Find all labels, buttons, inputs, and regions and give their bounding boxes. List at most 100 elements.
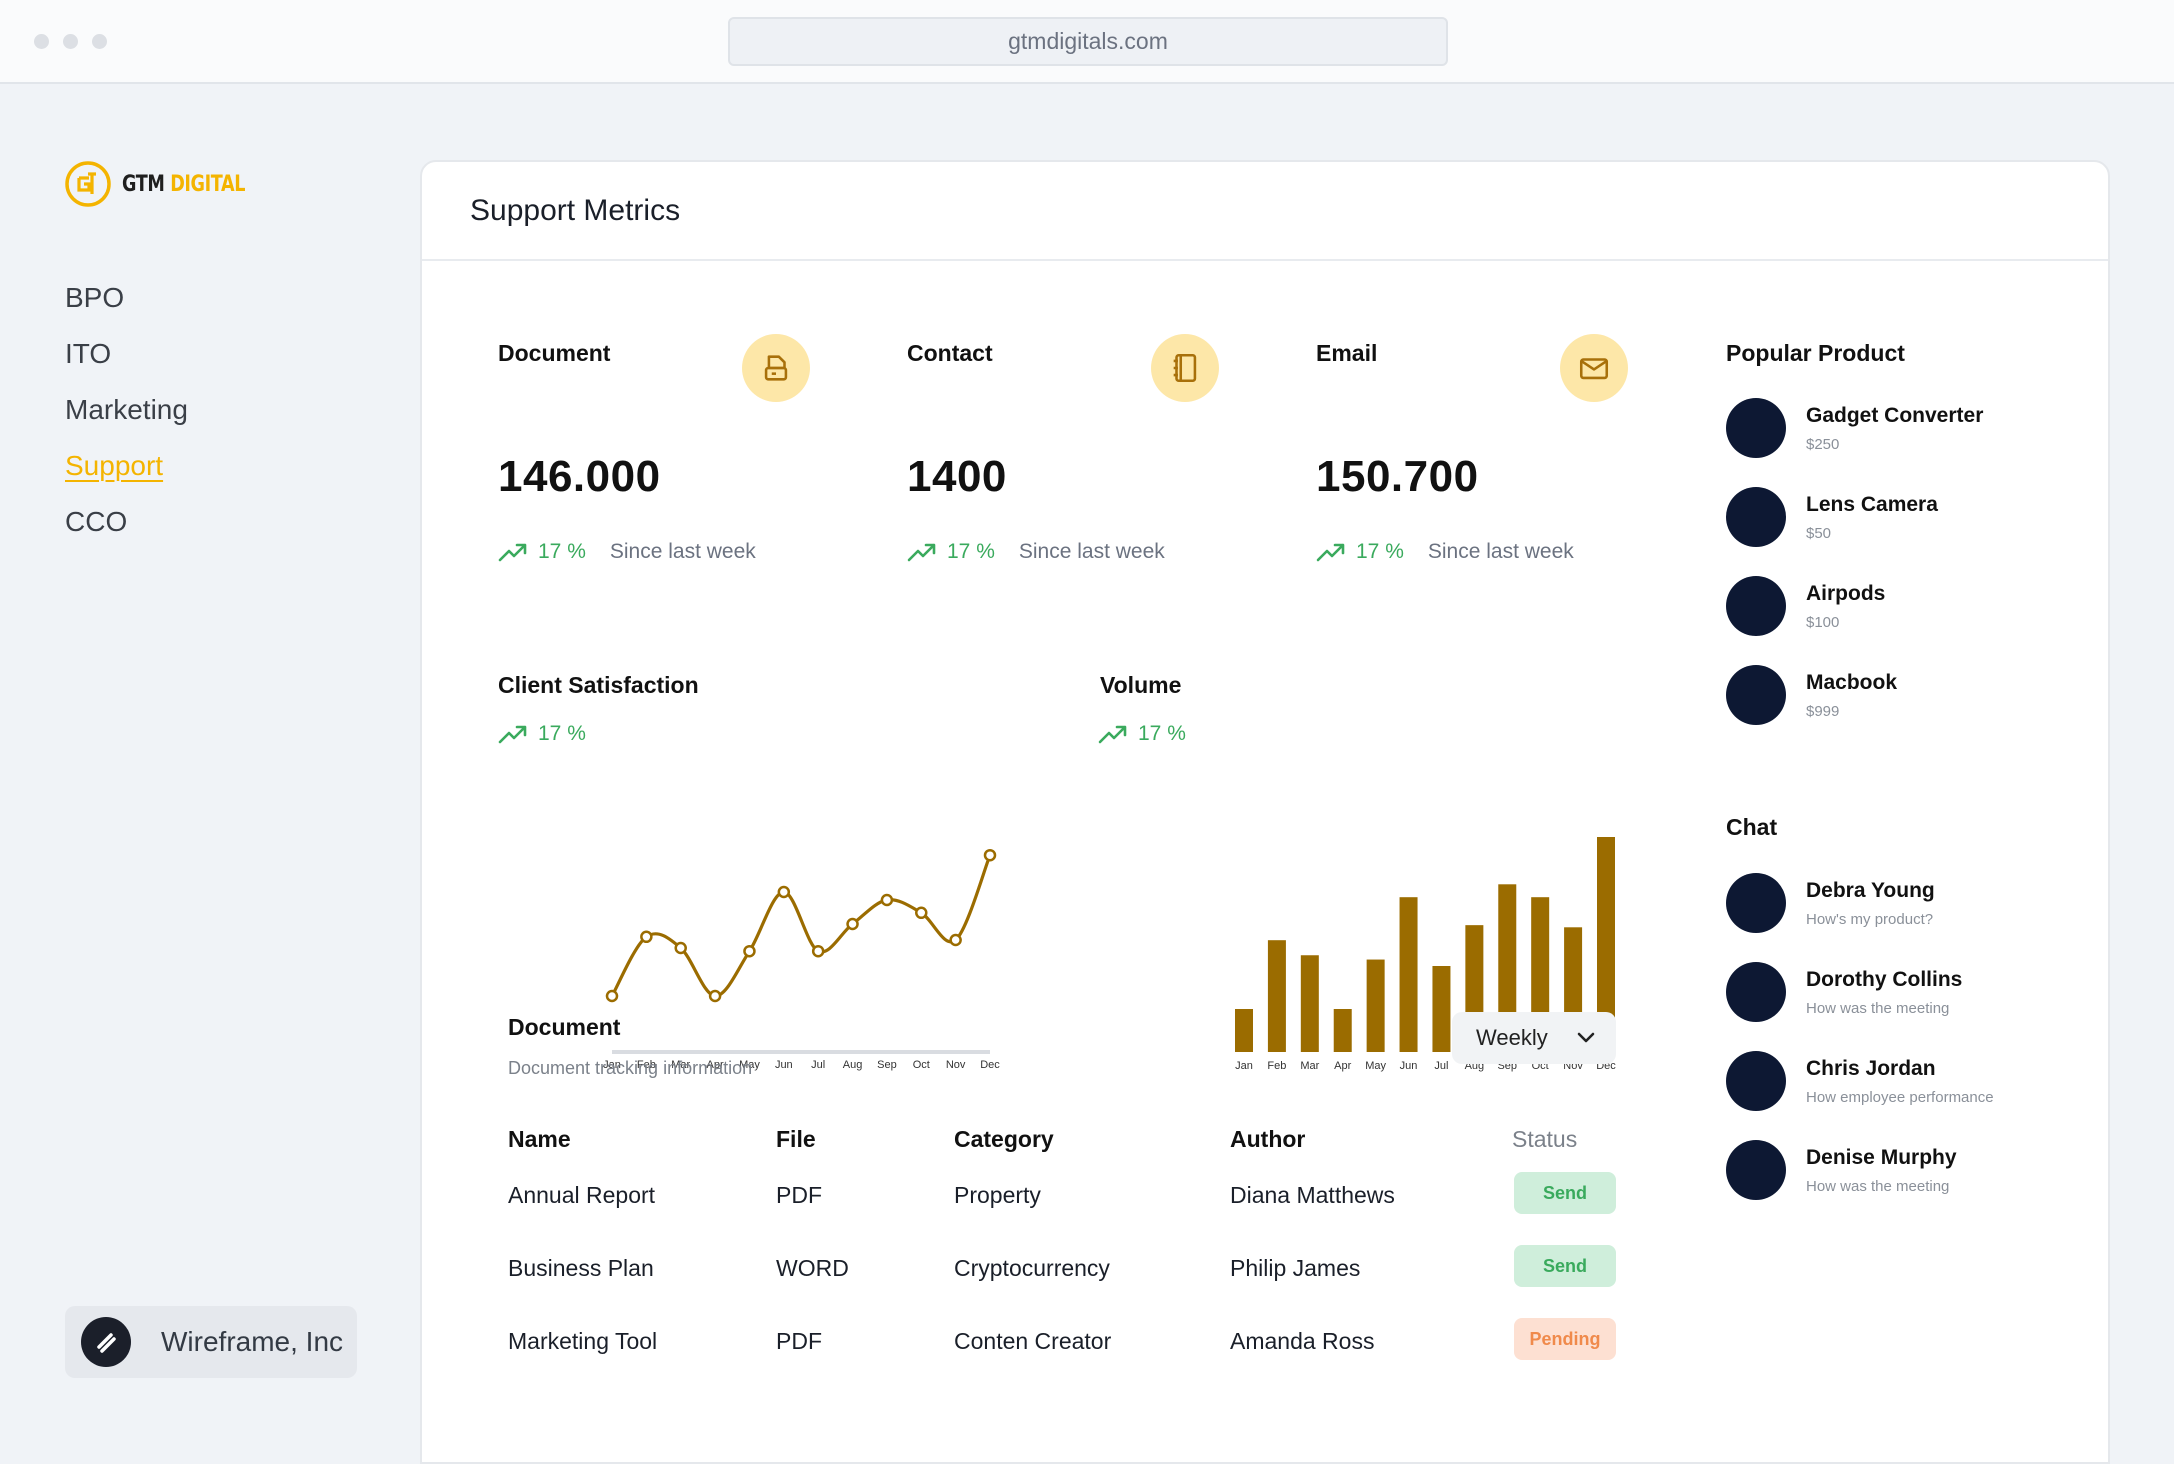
client-satisfaction-chart: Jan Feb Mar Apr May Jun Jul Aug Sep Oct Nov Dec [603,848,1000,1071]
chat-name: Chris Jordan [1806,1056,1936,1080]
x-tick-label: Apr [1334,1060,1351,1072]
nav-item-support[interactable]: Support [65,450,164,481]
document-table-title: Document [508,1014,621,1040]
column-header-author[interactable]: Author [1230,1126,1306,1152]
product-thumbnail [1726,487,1786,547]
url-bar[interactable]: gtmdigitals.com [728,17,1448,66]
data-point [949,933,962,947]
chart-title-satisfaction: Client Satisfaction [498,672,699,698]
data-point [811,944,825,958]
x-tick-label: Feb [637,1059,656,1071]
sidebar-nav: BPO ITO Marketing Support CCO [65,280,188,560]
chart-trend-satisfaction: 17 % [498,722,586,746]
x-tick-label: Jul [811,1059,825,1071]
chat-item[interactable]: Debra Young How's my product? [1726,873,1935,933]
cell-category: Property [954,1182,1041,1208]
bar [1366,959,1385,1052]
trend-percent: 17 % [538,722,586,745]
product-name: Gadget Converter [1806,403,1984,427]
envelope-icon[interactable] [1560,334,1628,402]
avatar [1726,873,1786,933]
chat-message: How employee performance [1806,1088,1994,1106]
cell-author: Diana Matthews [1230,1182,1395,1208]
stat-value: 150.700 [1316,452,1479,501]
nav-item-bpo[interactable]: BPO [65,282,125,313]
chat-item[interactable]: Chris Jordan How employee performance [1726,1051,1994,1111]
avatar [1726,1051,1786,1111]
stat-trend: 17 % Since last week [907,540,1165,564]
browser-bar: gtmdigitals.com [0,0,2174,84]
x-tick-label: May [739,1059,760,1071]
cell-name: Marketing Tool [508,1328,658,1354]
x-tick-label: Jan [1235,1060,1253,1072]
chat-name: Denise Murphy [1806,1145,1957,1169]
stat-label: Contact [907,340,993,366]
chat-item[interactable]: Denise Murphy How was the meeting [1726,1140,1957,1200]
x-tick-label: Apr [707,1059,724,1071]
product-name: Airpods [1806,581,1886,605]
brand-logo[interactable]: GTM DIGITAL [64,160,276,208]
x-tick-label: Dec [980,1059,1000,1071]
column-header-file[interactable]: File [776,1126,816,1152]
bar [1432,966,1451,1052]
product-price: $50 [1806,524,1832,542]
stat-label: Email [1316,340,1378,366]
chat-item[interactable]: Dorothy Collins How was the meeting [1726,962,1962,1022]
chevron-down-icon [1577,1032,1595,1043]
x-tick-label: Jun [1400,1060,1418,1072]
nav-item-marketing[interactable]: Marketing [65,394,188,425]
printer-icon[interactable] [742,334,810,402]
product-price: $999 [1806,702,1840,720]
cell-name: Annual Report [508,1182,656,1208]
chat-name: Dorothy Collins [1806,967,1963,991]
support-metrics-card: Support Metrics Document 146.000 17 % Si… [420,160,2110,1464]
chat-message: How's my product? [1806,910,1934,928]
window-dot[interactable] [92,34,107,49]
product-item[interactable]: Gadget Converter $250 [1726,398,1983,458]
x-tick-label: May [1365,1060,1386,1072]
data-point [743,944,756,958]
product-item[interactable]: Airpods $100 [1726,576,1885,636]
popular-product-title: Popular Product [1726,340,1905,366]
column-header-category[interactable]: Category [954,1126,1054,1152]
trend-percent: 17 % [947,540,995,563]
company-switcher[interactable]: Wireframe, Inc [65,1306,357,1378]
trend-since: Since last week [1427,540,1574,563]
stat-document: Document 146.000 17 % Since last week [498,334,828,590]
gtm-logo-icon [65,161,111,207]
status-badge[interactable]: Send [1514,1172,1616,1214]
data-point [915,906,928,920]
period-dropdown[interactable]: Weekly [1452,1012,1616,1064]
trend-up-icon [907,543,936,562]
window-dot[interactable] [34,34,49,49]
product-name: Lens Camera [1806,492,1938,516]
chart-trend-volume: 17 % [1098,722,1186,746]
avatar [1726,1140,1786,1200]
x-tick-label: Sep [877,1059,897,1071]
address-book-icon[interactable] [1151,334,1219,402]
nav-item-cco[interactable]: CCO [65,506,128,537]
trend-percent: 17 % [538,540,586,563]
chat-title: Chat [1726,814,1778,840]
chat-message: How was the meeting [1806,1177,1950,1195]
chat-name: Debra Young [1806,878,1935,902]
status-badge[interactable]: Send [1514,1245,1616,1287]
window-dot[interactable] [63,34,78,49]
stat-label: Document [498,340,611,366]
data-point [983,848,997,862]
status-badge[interactable]: Pending [1514,1318,1616,1360]
x-tick-label: Jun [775,1059,793,1071]
column-header-name[interactable]: Name [508,1126,571,1152]
cell-name: Business Plan [508,1255,654,1281]
nav-item-ito[interactable]: ITO [65,338,112,369]
product-price: $100 [1806,613,1840,631]
x-tick-label: Nov [946,1059,966,1071]
column-header-status[interactable]: Status [1512,1126,1578,1152]
product-item[interactable]: Lens Camera $50 [1726,487,1938,547]
trend-since: Since last week [609,540,756,563]
trend-up-icon [498,543,527,562]
trend-up-icon [1098,725,1127,744]
series-line [610,854,992,998]
product-item[interactable]: Macbook $999 [1726,665,1897,725]
x-tick-label: Aug [843,1059,863,1071]
